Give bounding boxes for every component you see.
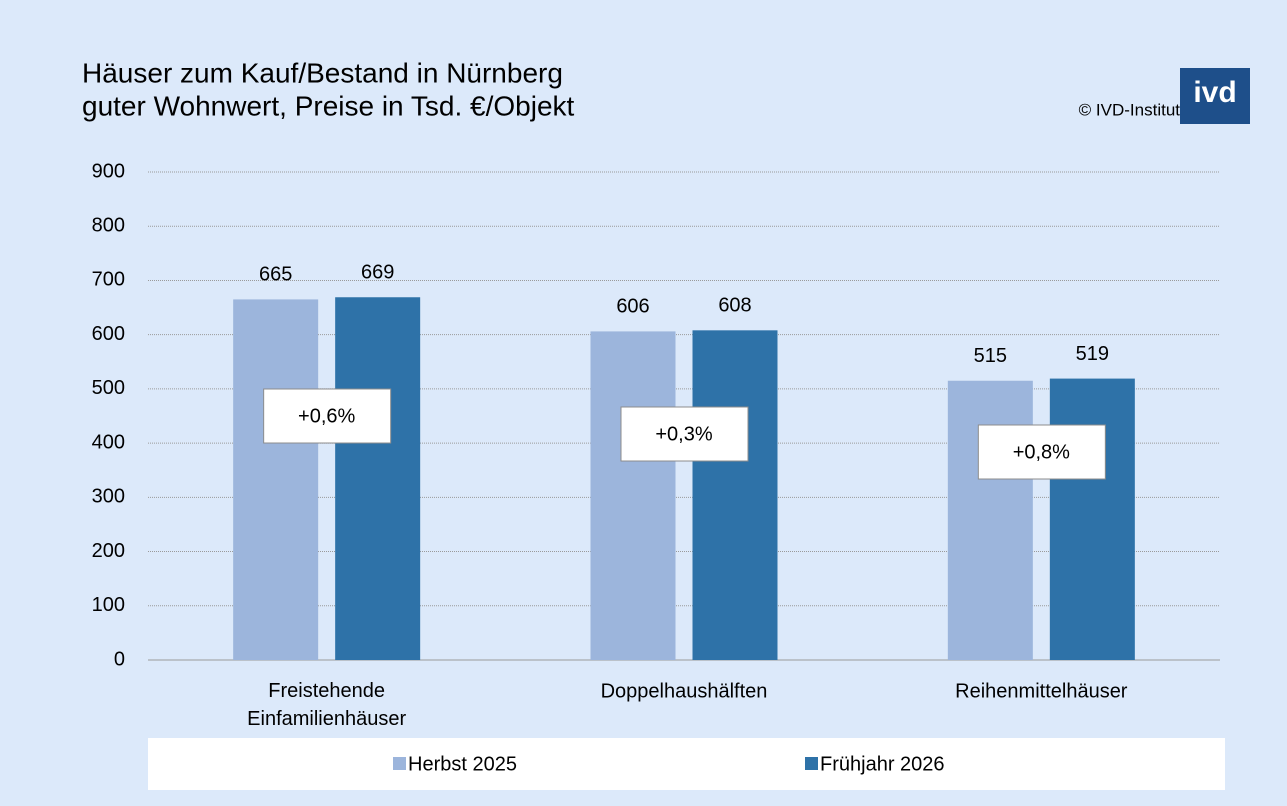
y-tick-label: 500 bbox=[92, 377, 125, 399]
annotation-box bbox=[263, 388, 392, 444]
bar bbox=[692, 330, 778, 660]
data-label: 515 bbox=[974, 345, 1007, 367]
annotation-box bbox=[977, 424, 1106, 480]
y-tick-label: 300 bbox=[92, 486, 125, 508]
y-tick-label: 700 bbox=[92, 269, 125, 291]
chart-title: Häuser zum Kauf/Bestand in Nürnberg bbox=[82, 57, 563, 88]
bar bbox=[233, 299, 319, 660]
x-tick-label: Reihenmittelhäuser bbox=[955, 680, 1128, 702]
y-tick-label: 0 bbox=[114, 648, 125, 670]
logo: ivd bbox=[1193, 76, 1236, 109]
bar bbox=[335, 297, 421, 660]
x-tick-label: Freistehende Einfamilienhäuser bbox=[247, 680, 406, 730]
legend-box bbox=[148, 738, 1225, 790]
legend-swatch bbox=[805, 757, 818, 770]
data-label: 608 bbox=[718, 295, 751, 317]
y-tick-label: 800 bbox=[92, 215, 125, 237]
annotation-box bbox=[620, 406, 749, 462]
bar bbox=[947, 380, 1033, 660]
source: © IVD-Institut bbox=[1079, 100, 1181, 119]
y-tick-label: 200 bbox=[92, 540, 125, 562]
annotation: +0,6% bbox=[298, 405, 355, 427]
data-label: 665 bbox=[259, 264, 292, 286]
data-label: 606 bbox=[616, 296, 649, 318]
annotation: +0,3% bbox=[655, 423, 712, 445]
data-label: 669 bbox=[361, 262, 394, 284]
annotation: +0,8% bbox=[1013, 441, 1070, 463]
x-tick-label: Doppelhaushälften bbox=[601, 680, 768, 702]
y-tick-label: 400 bbox=[92, 431, 125, 453]
y-tick-label: 100 bbox=[92, 594, 125, 616]
data-label: 519 bbox=[1076, 343, 1109, 365]
y-tick-label: 900 bbox=[92, 160, 125, 182]
bar bbox=[590, 331, 676, 660]
logo-box bbox=[1180, 68, 1250, 124]
chart-subtitle: guter Wohnwert, Preise in Tsd. €/Objekt bbox=[82, 90, 575, 121]
legend-swatch bbox=[393, 757, 406, 770]
legend-label: Frühjahr 2026 bbox=[820, 753, 945, 775]
legend-label: Herbst 2025 bbox=[408, 753, 517, 775]
bar bbox=[1049, 378, 1135, 660]
y-tick-label: 600 bbox=[92, 323, 125, 345]
